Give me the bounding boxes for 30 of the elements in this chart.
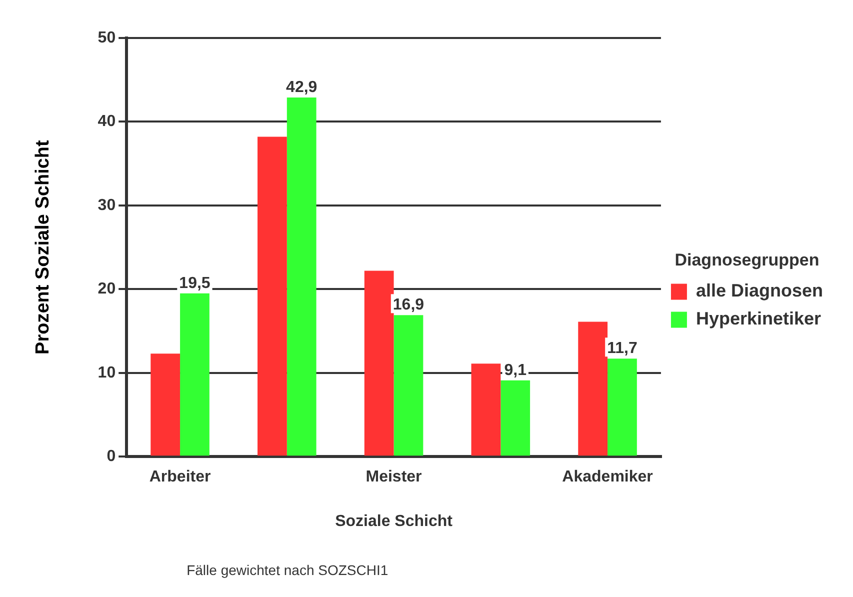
bar (471, 364, 501, 456)
data-label: 11,7 (607, 340, 638, 358)
y-tick-label: 0 (106, 448, 116, 466)
bar (180, 293, 210, 456)
y-tick-label: 10 (98, 364, 116, 382)
bar (608, 358, 637, 456)
y-axis-title: Prozent Soziale Schicht (32, 139, 54, 354)
text: Fälle gewichtet nach SOZSCHI1 (186, 562, 388, 578)
bar (500, 380, 530, 456)
data-label: 9,1 (504, 362, 527, 379)
x-axis-title: Soziale Schicht (335, 512, 454, 530)
data-label: 42,9 (286, 78, 318, 96)
y-tick-label: 50 (98, 29, 116, 46)
y-tick-label: 20 (98, 280, 116, 298)
x-tick-label: Arbeiter (149, 468, 211, 486)
legend-label: Hyperkinetiker (696, 308, 822, 329)
y-tick-label: 30 (98, 196, 116, 214)
legend-label: alle Diagnosen (696, 280, 824, 301)
bar (258, 136, 287, 456)
bar (364, 270, 394, 456)
y-tick-label: 40 (98, 113, 116, 130)
x-tick-label: Meister (366, 468, 422, 486)
x-tick-label: Akademiker (562, 468, 653, 486)
bar (394, 315, 424, 456)
data-label: 19,5 (179, 274, 210, 292)
legend-title: Diagnosegruppen (674, 250, 820, 270)
data-label: 16,9 (392, 296, 424, 314)
bar (150, 354, 180, 456)
bar (286, 97, 316, 456)
bar (578, 322, 608, 456)
